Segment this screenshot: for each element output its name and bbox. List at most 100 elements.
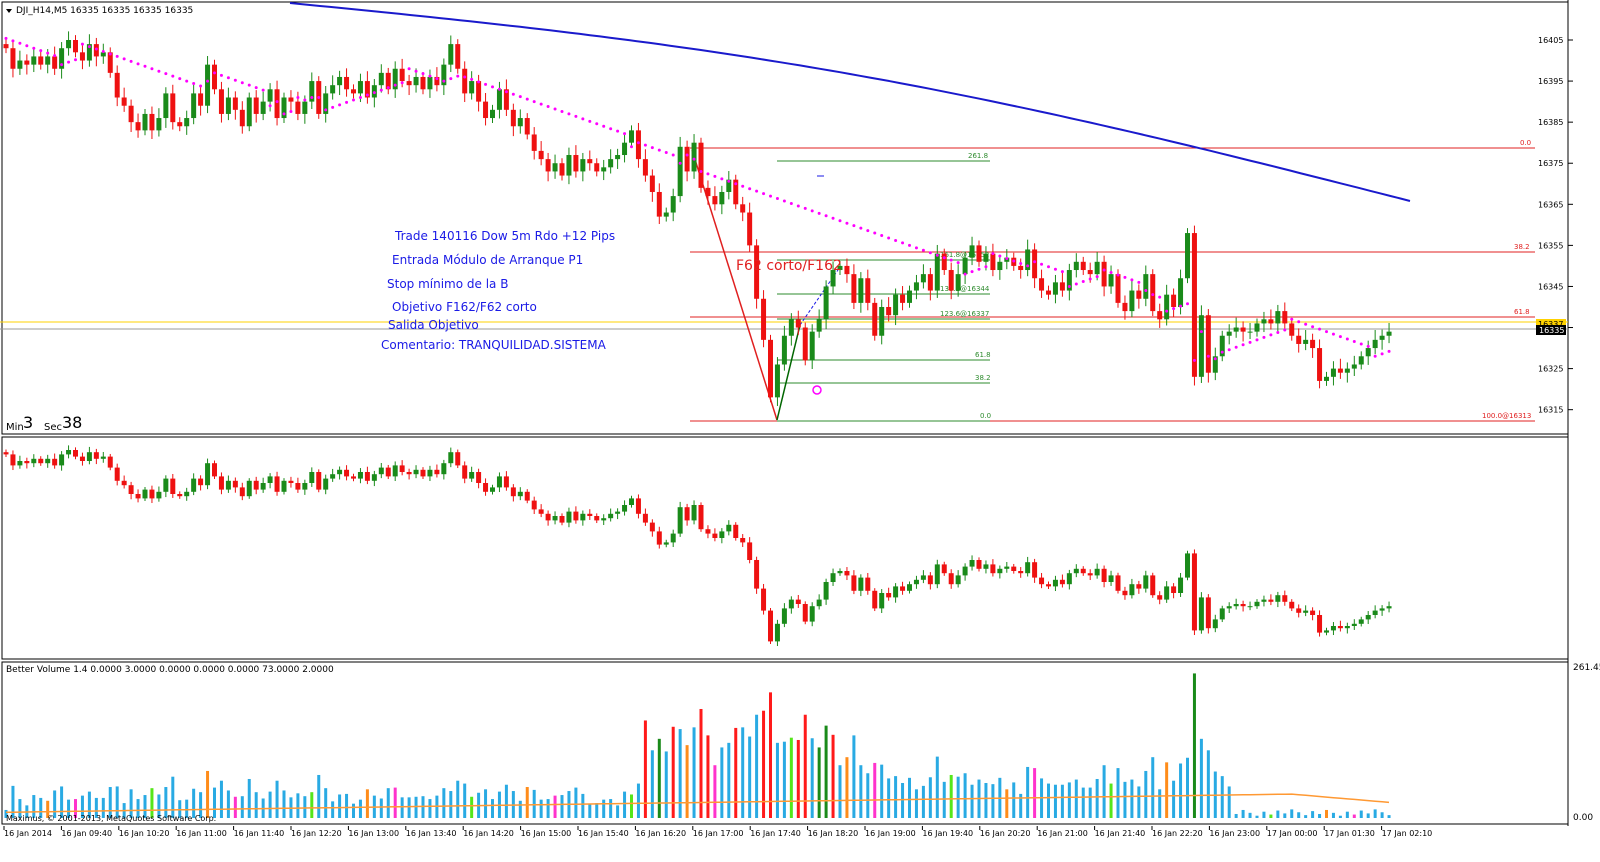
parabolic-sar-dot <box>866 229 870 233</box>
candle <box>357 81 363 94</box>
candle-sub <box>934 564 940 585</box>
level-price-text: 16337 <box>1538 320 1563 329</box>
candle <box>1122 302 1128 312</box>
volume-bar <box>199 792 203 818</box>
candle-sub <box>225 480 231 490</box>
candle-sub <box>837 571 843 574</box>
volume-bar <box>491 799 494 818</box>
volume-bar <box>414 796 418 818</box>
volume-bar <box>46 800 50 818</box>
candle-sub <box>476 472 482 483</box>
dropdown-triangle-icon[interactable] <box>6 9 12 13</box>
candle <box>1018 265 1024 271</box>
volume-bar <box>1325 809 1328 818</box>
candle <box>1150 274 1156 312</box>
candle-sub <box>545 513 551 521</box>
parabolic-sar-dot <box>671 153 675 157</box>
candle <box>531 134 537 151</box>
candle-sub <box>330 474 336 479</box>
parabolic-sar-dot <box>1276 330 1280 334</box>
volume-bar <box>1088 787 1092 818</box>
volume-bar <box>908 777 911 818</box>
volume-bar <box>560 795 564 818</box>
candle-sub <box>149 489 155 499</box>
time-axis-label: 16 Jan 2014 <box>4 829 52 838</box>
candle <box>879 306 885 336</box>
volume-bar <box>310 792 314 818</box>
candle <box>1303 339 1309 344</box>
parabolic-sar-dot <box>817 211 821 215</box>
volume-axis-min: 0.00 <box>1573 813 1593 823</box>
volume-bar <box>407 797 411 818</box>
parabolic-sar-dot <box>254 86 258 90</box>
parabolic-sar-dot <box>497 87 501 91</box>
candle <box>385 72 391 90</box>
parabolic-sar-dot <box>1172 307 1176 311</box>
candle-sub <box>1247 606 1253 608</box>
candle-sub <box>879 593 885 609</box>
candle <box>490 109 495 119</box>
volume-bar <box>914 789 918 818</box>
time-axis-label: 16 Jan 21:00 <box>1037 829 1088 838</box>
candle <box>330 85 336 94</box>
volume-bar <box>115 786 119 818</box>
parabolic-sar-dot <box>1192 358 1196 362</box>
candle-sub <box>754 560 760 589</box>
candle <box>1157 311 1163 320</box>
candle <box>851 274 857 303</box>
volume-bar <box>942 781 946 818</box>
parabolic-sar-dot <box>60 63 64 67</box>
candle <box>121 97 127 106</box>
price-axis-label: 16345 <box>1538 282 1563 291</box>
volume-bar <box>1387 815 1391 818</box>
candle <box>781 335 787 365</box>
volume-bar <box>129 789 133 818</box>
candle <box>225 97 231 114</box>
candle <box>483 101 489 119</box>
volume-bar <box>859 765 863 818</box>
parabolic-sar-dot <box>407 67 411 71</box>
candle <box>594 163 600 172</box>
parabolic-sar-dot <box>769 194 772 198</box>
volume-bar <box>143 795 147 818</box>
candle <box>858 278 864 303</box>
candle-sub <box>1185 553 1190 578</box>
parabolic-sar-dot <box>199 84 203 88</box>
volume-bar <box>136 799 140 818</box>
parabolic-sar-dot <box>1033 260 1037 264</box>
candle <box>1052 282 1058 295</box>
candle <box>1358 356 1364 365</box>
candle-sub <box>510 487 516 497</box>
parabolic-sar-dot <box>1359 342 1363 346</box>
volume-bar <box>824 725 828 818</box>
parabolic-sar-dot <box>1074 282 1078 286</box>
volume-bar <box>706 735 710 818</box>
candle <box>1066 270 1072 291</box>
candle <box>1324 376 1329 381</box>
parabolic-sar-dot <box>477 80 481 84</box>
candle-sub <box>1372 610 1378 615</box>
volume-bar <box>74 799 77 818</box>
parabolic-sar-dot <box>352 98 355 102</box>
candle <box>302 101 308 114</box>
volume-bar <box>1283 813 1287 818</box>
parabolic-sar-dot <box>108 52 112 56</box>
parabolic-sar-dot <box>838 219 842 223</box>
symbol-header[interactable]: DJI_H14,M5 16335 16335 16335 16335 <box>6 6 193 16</box>
volume-bar <box>303 796 307 818</box>
parabolic-sar-dot <box>685 153 689 157</box>
parabolic-sar-dot <box>511 92 515 96</box>
candle-sub <box>73 450 78 457</box>
parabolic-sar-dot <box>657 148 661 152</box>
candle-sub <box>698 505 704 530</box>
candle-sub <box>1317 615 1323 633</box>
parabolic-sar-dot <box>1283 328 1287 332</box>
candle <box>142 113 148 131</box>
parabolic-sar-dot <box>1331 332 1335 336</box>
fib-level-label-red: 100.0@16313 <box>1482 412 1531 420</box>
candle-sub <box>531 500 537 510</box>
parabolic-sar-dot <box>435 77 439 81</box>
volume-bar <box>949 774 953 818</box>
candle <box>670 196 676 213</box>
candle <box>969 245 975 258</box>
